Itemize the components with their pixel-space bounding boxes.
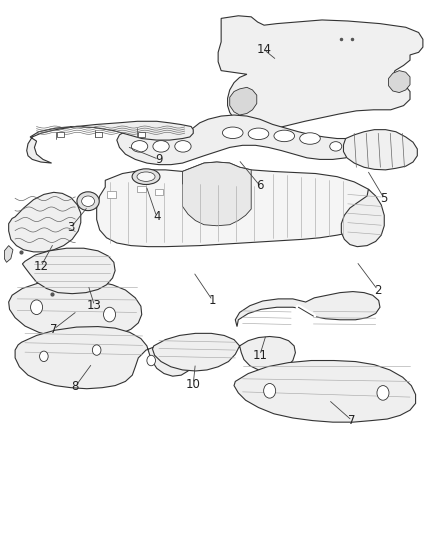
FancyBboxPatch shape [95, 132, 102, 137]
FancyBboxPatch shape [138, 132, 145, 137]
Bar [155, 189, 163, 196]
Ellipse shape [153, 141, 169, 152]
Text: 7: 7 [348, 414, 356, 427]
Polygon shape [22, 248, 115, 294]
Polygon shape [343, 130, 417, 170]
Ellipse shape [132, 169, 160, 184]
Polygon shape [218, 16, 423, 132]
Polygon shape [183, 162, 251, 226]
Polygon shape [230, 87, 257, 115]
Polygon shape [15, 327, 191, 389]
Polygon shape [234, 360, 416, 422]
Ellipse shape [274, 130, 294, 142]
Bar [107, 191, 116, 198]
Text: 13: 13 [87, 299, 102, 312]
Text: 14: 14 [257, 43, 272, 56]
Text: 5: 5 [381, 192, 388, 205]
Polygon shape [27, 122, 193, 163]
Polygon shape [341, 189, 384, 247]
Text: 7: 7 [50, 322, 57, 336]
Ellipse shape [81, 196, 95, 206]
Text: 4: 4 [153, 211, 160, 223]
FancyBboxPatch shape [57, 132, 64, 137]
Polygon shape [235, 292, 380, 327]
Ellipse shape [137, 172, 155, 181]
Polygon shape [117, 115, 354, 165]
Circle shape [39, 351, 48, 361]
Text: 10: 10 [186, 377, 201, 391]
Ellipse shape [77, 192, 99, 211]
Circle shape [103, 307, 116, 322]
Polygon shape [152, 333, 295, 372]
Polygon shape [389, 71, 410, 93]
Text: 8: 8 [71, 380, 79, 393]
Ellipse shape [300, 133, 320, 144]
Text: 9: 9 [155, 153, 162, 166]
Ellipse shape [223, 127, 243, 139]
Circle shape [264, 384, 276, 398]
Ellipse shape [330, 142, 342, 151]
Text: 6: 6 [256, 179, 264, 192]
Circle shape [31, 300, 42, 314]
Bar [138, 186, 146, 192]
Ellipse shape [175, 141, 191, 152]
Ellipse shape [131, 141, 148, 152]
Circle shape [377, 385, 389, 400]
Text: 3: 3 [67, 221, 74, 234]
Circle shape [92, 345, 101, 356]
Text: 11: 11 [252, 349, 267, 362]
Polygon shape [9, 192, 81, 252]
Text: 12: 12 [33, 260, 48, 273]
Text: 1: 1 [209, 294, 216, 307]
Ellipse shape [248, 128, 269, 140]
Polygon shape [9, 280, 142, 338]
Polygon shape [4, 246, 13, 262]
Polygon shape [97, 162, 377, 247]
Text: 2: 2 [374, 284, 381, 296]
Circle shape [147, 356, 155, 366]
